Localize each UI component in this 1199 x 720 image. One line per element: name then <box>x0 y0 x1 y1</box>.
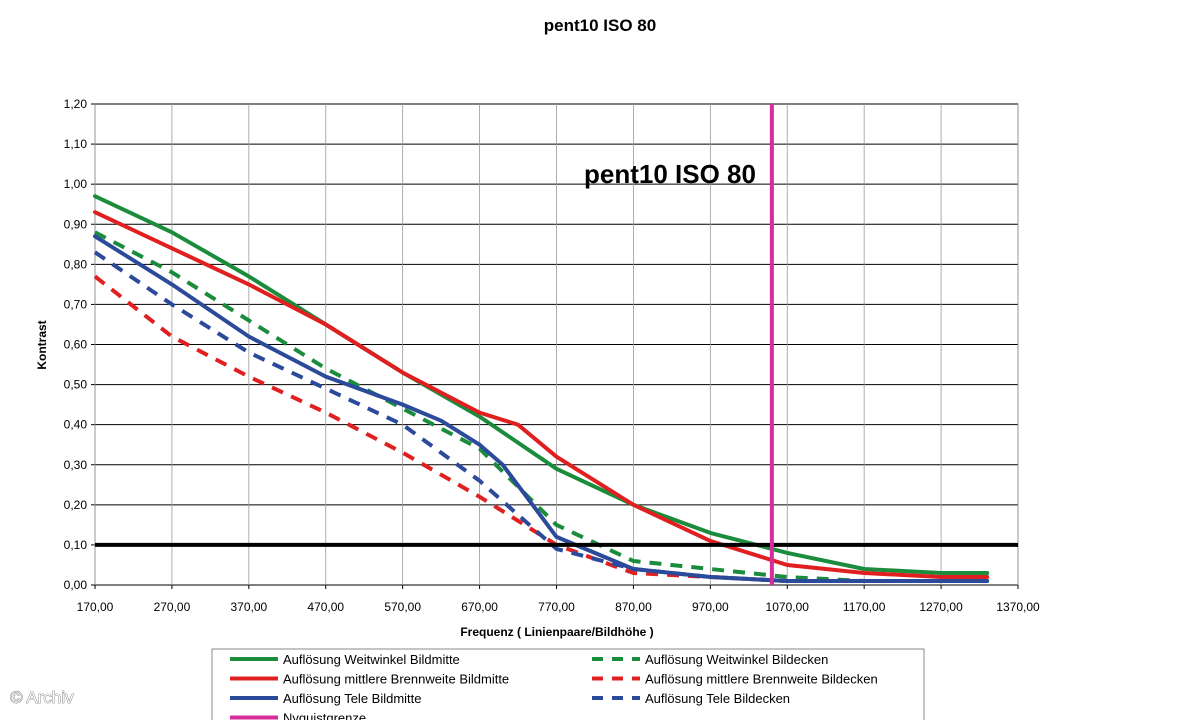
series-line-0 <box>93 194 990 575</box>
x-tick-label: 670,00 <box>461 600 498 614</box>
y-tick-label: 1,00 <box>64 177 88 191</box>
x-tick-label: 1370,00 <box>996 600 1040 614</box>
series-line-2 <box>93 210 990 579</box>
y-tick-label: 1,10 <box>64 137 88 151</box>
series-line-4 <box>93 234 990 583</box>
chart-title: pent10 ISO 80 <box>544 16 656 35</box>
legend: Auflösung Weitwinkel Bildmitte Auflösung … <box>211 648 925 720</box>
y-tick-label: 0,10 <box>64 538 88 552</box>
legend-label-0: Auflösung Weitwinkel Bildmitte <box>283 652 460 667</box>
x-tick-label: 570,00 <box>384 600 421 614</box>
y-tick-label: 0,40 <box>64 418 88 432</box>
y-tick-label: 0,60 <box>64 338 88 352</box>
y-tick-label: 1,20 <box>64 97 88 111</box>
x-axis-label: Frequenz ( Linienpaare/Bildhöhe ) <box>460 625 653 639</box>
y-tick-label: 0,50 <box>64 378 88 392</box>
x-tick-label: 270,00 <box>154 600 191 614</box>
legend-label-5: Auflösung Tele Bildecken <box>645 691 790 706</box>
grid <box>91 103 1019 589</box>
legend-label-2: Auflösung mittlere Brennweite Bildmitte <box>283 672 509 687</box>
x-tick-label: 470,00 <box>307 600 344 614</box>
y-tick-label: 0,20 <box>64 498 88 512</box>
series-line-5 <box>93 250 988 583</box>
inner-title: pent10 ISO 80 <box>584 159 756 189</box>
y-tick-label: 0,80 <box>64 257 88 271</box>
legend-box <box>211 648 925 720</box>
x-tick-label: 1070,00 <box>766 600 810 614</box>
y-tick-label: 0,70 <box>64 297 88 311</box>
legend-label-3: Auflösung mittlere Brennweite Bildecken <box>645 672 878 687</box>
y-tick-label: 0,30 <box>64 458 88 472</box>
watermark: © Archiv <box>10 688 74 707</box>
x-tick-label: 970,00 <box>692 600 729 614</box>
legend-label-6: Nyquistgrenze <box>283 711 366 720</box>
x-tick-label: 870,00 <box>615 600 652 614</box>
y-tick-label: 0,90 <box>64 217 88 231</box>
x-tick-label: 170,00 <box>77 600 114 614</box>
tick-labels: 0,00 0,10 0,20 0,30 0,40 0,50 0,60 0,70 0,80 0,90… <box>64 97 1040 614</box>
reference-lines <box>95 104 1018 585</box>
x-tick-label: 370,00 <box>230 600 267 614</box>
legend-label-4: Auflösung Tele Bildmitte <box>283 691 422 706</box>
y-tick-label: 0,00 <box>64 578 88 592</box>
x-tick-label: 770,00 <box>538 600 575 614</box>
legend-label-1: Auflösung Weitwinkel Bildecken <box>645 652 828 667</box>
x-tick-label: 1170,00 <box>843 600 886 614</box>
y-axis-label: Kontrast <box>35 320 49 369</box>
x-tick-label: 1270,00 <box>919 600 963 614</box>
